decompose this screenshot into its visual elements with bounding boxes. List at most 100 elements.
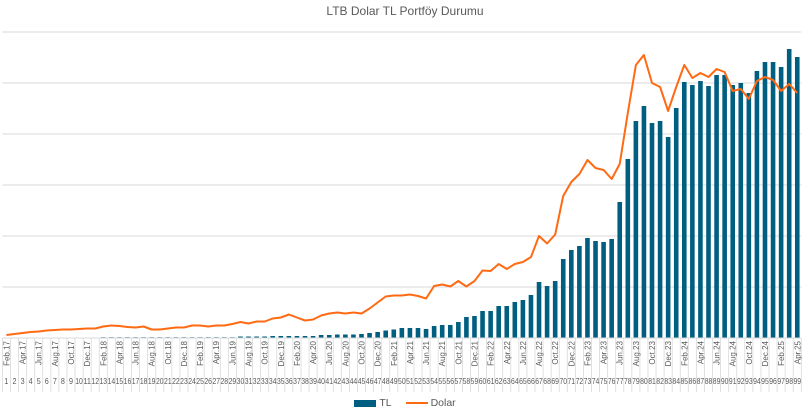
x-tick-label: Dec.24 bbox=[761, 340, 770, 366]
x-index-label: 18 bbox=[140, 377, 148, 386]
x-index-label: 27 bbox=[212, 377, 220, 386]
bar-tl bbox=[270, 336, 276, 338]
bar-tl bbox=[375, 332, 380, 338]
x-tick-label: Dec.23 bbox=[664, 340, 673, 366]
x-index-label: 98 bbox=[785, 377, 793, 386]
bar-tl bbox=[762, 62, 768, 338]
bar-tl bbox=[617, 202, 623, 338]
x-index-label: 69 bbox=[551, 377, 559, 386]
bar-tl bbox=[456, 322, 461, 338]
x-tick-label: Jun.19 bbox=[228, 340, 237, 365]
bar-tl bbox=[738, 83, 744, 338]
x-index-label: 95 bbox=[761, 377, 769, 386]
x-index-label: 87 bbox=[697, 377, 705, 386]
bar-tl bbox=[278, 336, 284, 338]
bar-tl bbox=[334, 334, 340, 338]
x-index-label: 44 bbox=[350, 377, 358, 386]
x-tick-label: Aug.18 bbox=[148, 340, 157, 366]
x-index-label: 54 bbox=[430, 377, 438, 386]
x-index-label: 13 bbox=[99, 377, 107, 386]
bar-tl bbox=[657, 121, 663, 338]
x-index-label: 94 bbox=[753, 377, 761, 386]
x-index-label: 92 bbox=[737, 377, 745, 386]
x-tick-label: Aug.17 bbox=[51, 340, 60, 366]
legend-item-dolar: Dolar bbox=[405, 397, 456, 409]
bar-tl bbox=[528, 295, 534, 338]
x-tick-label: Apr.19 bbox=[212, 340, 221, 364]
bar-tl bbox=[302, 336, 308, 338]
x-tick-label: Jun.24 bbox=[713, 340, 722, 365]
bar-tl bbox=[488, 311, 493, 338]
x-index-label: 31 bbox=[245, 377, 253, 386]
bar-tl bbox=[415, 328, 421, 338]
bar-tl bbox=[754, 71, 760, 338]
x-tick-label: Aug.24 bbox=[729, 340, 738, 366]
x-index-label: 65 bbox=[519, 377, 527, 386]
x-index-label: 21 bbox=[164, 377, 172, 386]
x-index-label: 96 bbox=[769, 377, 777, 386]
x-index-label: 8 bbox=[61, 377, 65, 386]
x-index-label: 36 bbox=[285, 377, 293, 386]
bar-tl bbox=[722, 75, 727, 338]
x-index-label: 58 bbox=[463, 377, 471, 386]
x-index-label: 32 bbox=[253, 377, 261, 386]
bar-tl bbox=[359, 334, 364, 338]
x-tick-label: Feb.21 bbox=[390, 340, 399, 365]
bar-tl bbox=[794, 57, 800, 338]
x-index-label: 66 bbox=[527, 377, 535, 386]
x-index-label: 90 bbox=[721, 377, 729, 386]
bar-tl bbox=[343, 334, 348, 338]
x-index-label: 47 bbox=[374, 377, 382, 386]
x-tick-label: Jun.22 bbox=[519, 340, 528, 365]
x-index-label: 50 bbox=[398, 377, 406, 386]
bar-tl bbox=[520, 300, 526, 338]
x-tick-label: Feb.19 bbox=[196, 340, 205, 365]
x-index-label: 60 bbox=[479, 377, 487, 386]
x-tick-label: Aug.22 bbox=[535, 340, 544, 366]
x-index-label: 49 bbox=[390, 377, 398, 386]
x-tick-label: Jun.17 bbox=[35, 340, 44, 365]
x-index-label: 81 bbox=[648, 377, 656, 386]
x-index-label: 3 bbox=[21, 377, 25, 386]
x-index-label: 57 bbox=[455, 377, 463, 386]
x-index-label: 70 bbox=[559, 377, 567, 386]
bar-tl bbox=[480, 311, 485, 338]
x-index-label: 76 bbox=[608, 377, 616, 386]
line-dolar bbox=[6, 54, 799, 336]
x-index-label: 46 bbox=[366, 377, 374, 386]
x-tick-label: Dec.19 bbox=[277, 340, 286, 366]
x-tick-label: Apr.23 bbox=[600, 340, 609, 364]
bar-tl bbox=[383, 330, 389, 338]
x-index-label: 22 bbox=[172, 377, 180, 386]
x-tick-label: Dec.18 bbox=[180, 340, 189, 366]
x-index-label: 1 bbox=[4, 377, 8, 386]
x-tick-label: Feb.18 bbox=[99, 340, 108, 365]
x-index-label: 79 bbox=[632, 377, 640, 386]
x-index-label: 10 bbox=[75, 377, 83, 386]
x-index-label: 80 bbox=[640, 377, 648, 386]
bar-tl bbox=[601, 242, 606, 338]
x-index-label: 56 bbox=[446, 377, 454, 386]
x-index-label: 72 bbox=[576, 377, 584, 386]
x-tick-label: Apr.18 bbox=[115, 340, 124, 364]
bar-tl bbox=[786, 49, 792, 338]
bar-tl bbox=[423, 329, 429, 338]
x-index-label: 16 bbox=[124, 377, 132, 386]
x-tick-label: Feb.17 bbox=[2, 340, 11, 365]
x-index-label: 52 bbox=[414, 377, 422, 386]
x-index-label: 99 bbox=[793, 377, 801, 386]
bar-tl bbox=[706, 86, 711, 338]
bar-tl bbox=[512, 302, 518, 338]
x-tick-label: Apr.17 bbox=[19, 340, 28, 364]
bar-tl bbox=[609, 239, 614, 338]
legend-swatch-tl bbox=[354, 399, 377, 407]
x-index-label: 75 bbox=[600, 377, 608, 386]
x-index-label: 40 bbox=[317, 377, 325, 386]
x-tick-label: Oct.17 bbox=[67, 340, 76, 364]
x-index-label: 85 bbox=[680, 377, 688, 386]
x-index-label: 6 bbox=[45, 377, 49, 386]
x-tick-label: Dec.20 bbox=[374, 340, 383, 366]
x-tick-label: Aug.21 bbox=[438, 340, 447, 366]
x-tick-label: Oct.21 bbox=[454, 340, 463, 364]
